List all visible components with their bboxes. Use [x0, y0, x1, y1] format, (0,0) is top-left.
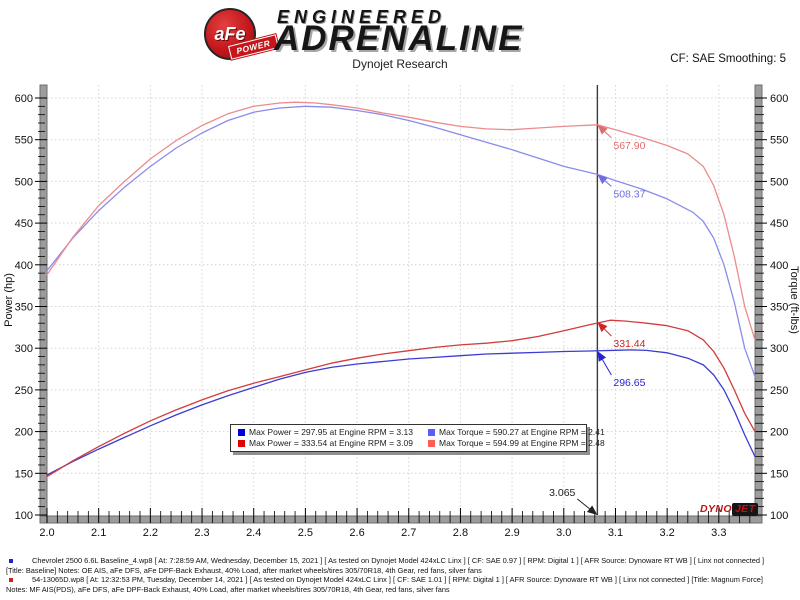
- dyno-chart-plot[interactable]: 100 100 150 150 200 200 250 250 300 300 350 350 400 4…: [0, 75, 800, 545]
- run-info-line-4: Notes: MF AIS(PDS), aFe DFS, aFe DPF-Bac…: [4, 585, 798, 595]
- legend-marker-torque-magnumforce: [428, 439, 435, 447]
- svg-text:350: 350: [15, 302, 33, 314]
- legend-marker-power-magnumforce: [238, 439, 245, 447]
- run3-bullet-icon: [9, 577, 13, 582]
- run-info-line-3: 54-13065D.wp8 [ At: 12:32:53 PM, Tuesday…: [4, 575, 798, 585]
- svg-text:2.9: 2.9: [504, 527, 519, 539]
- svg-text:400: 400: [15, 260, 33, 272]
- svg-text:508.37: 508.37: [613, 188, 645, 200]
- svg-text:150: 150: [770, 468, 788, 480]
- dynojet-logo-jet: JET: [731, 503, 759, 516]
- svg-text:3.3: 3.3: [711, 527, 726, 539]
- svg-text:450: 450: [15, 218, 33, 230]
- adrenaline-wordmark: ADRENALINE: [274, 19, 524, 58]
- run-info-text: 54-13065D.wp8 [ At: 12:32:53 PM, Tuesday…: [32, 575, 763, 585]
- svg-text:2.4: 2.4: [246, 527, 261, 539]
- legend-label: Max Torque = 594.99 at Engine RPM = 2.48: [439, 438, 605, 448]
- svg-text:300: 300: [770, 343, 788, 355]
- svg-text:2.3: 2.3: [194, 527, 209, 539]
- svg-text:250: 250: [15, 385, 33, 397]
- legend-entry-power-baseline: Max Power = 297.95 at Engine RPM = 3.13: [238, 427, 428, 437]
- svg-text:2.8: 2.8: [453, 527, 468, 539]
- dynojet-logo: DYNO JET: [700, 503, 759, 516]
- svg-text:300: 300: [15, 343, 33, 355]
- run-info: Chevrolet 2500 6.6L Baseline_4.wp8 [ At:…: [4, 556, 798, 594]
- svg-text:600: 600: [770, 93, 788, 105]
- chart-legend: Max Power = 297.95 at Engine RPM = 3.13 …: [230, 424, 605, 452]
- legend-marker-power-baseline: [238, 428, 245, 436]
- legend-entry-power-magnumforce: Max Power = 333.54 at Engine RPM = 3.09: [238, 438, 428, 448]
- svg-text:450: 450: [770, 218, 788, 230]
- svg-text:3.065: 3.065: [549, 487, 575, 499]
- svg-text:Power (hp): Power (hp): [3, 273, 15, 327]
- svg-text:200: 200: [770, 427, 788, 439]
- run1-bullet-icon: [9, 558, 13, 563]
- svg-text:Torque (ft-lbs): Torque (ft-lbs): [788, 266, 800, 334]
- svg-text:2.6: 2.6: [349, 527, 364, 539]
- smoothing-setting: CF: SAE Smoothing: 5: [670, 53, 786, 65]
- legend-marker-torque-baseline: [428, 428, 435, 436]
- legend-entry-torque-magnumforce: Max Torque = 594.99 at Engine RPM = 2.48: [428, 438, 605, 448]
- svg-text:3.1: 3.1: [608, 527, 623, 539]
- legend-label: Max Torque = 590.27 at Engine RPM = 2.41: [439, 427, 605, 437]
- svg-text:2.2: 2.2: [143, 527, 158, 539]
- svg-text:567.90: 567.90: [613, 140, 645, 152]
- svg-text:2.5: 2.5: [298, 527, 313, 539]
- svg-text:550: 550: [15, 135, 33, 147]
- svg-text:500: 500: [15, 176, 33, 188]
- chart-title: Dynojet Research: [352, 57, 448, 71]
- svg-text:2.7: 2.7: [401, 527, 416, 539]
- svg-text:2.1: 2.1: [91, 527, 106, 539]
- run-info-line-2: [Title: Baseline] Notes: OE AIS, aFe DFS…: [4, 566, 798, 576]
- svg-text:550: 550: [770, 135, 788, 147]
- run-info-text: Notes: MF AIS(PDS), aFe DFS, aFe DPF-Bac…: [6, 584, 450, 594]
- svg-text:500: 500: [770, 176, 788, 188]
- svg-text:331.44: 331.44: [613, 338, 645, 350]
- svg-text:100: 100: [15, 510, 33, 522]
- svg-text:100: 100: [770, 510, 788, 522]
- afe-logo-text: aFe: [214, 23, 246, 44]
- engineered-wordmark: ENGINEERED: [277, 7, 447, 27]
- svg-text:2.0: 2.0: [39, 527, 54, 539]
- svg-text:200: 200: [15, 427, 33, 439]
- svg-text:3.0: 3.0: [556, 527, 571, 539]
- dynojet-logo-dyno: DYNO: [700, 503, 732, 515]
- svg-text:600: 600: [15, 93, 33, 105]
- svg-text:296.65: 296.65: [613, 377, 645, 389]
- svg-text:150: 150: [15, 468, 33, 480]
- run-info-text: [Title: Baseline] Notes: OE AIS, aFe DFS…: [6, 565, 482, 575]
- svg-text:3.2: 3.2: [659, 527, 674, 539]
- svg-text:350: 350: [770, 302, 788, 314]
- legend-entry-torque-baseline: Max Torque = 590.27 at Engine RPM = 2.41: [428, 427, 605, 437]
- legend-label: Max Power = 333.54 at Engine RPM = 3.09: [249, 438, 413, 448]
- svg-text:250: 250: [770, 385, 788, 397]
- run-info-text: Chevrolet 2500 6.6L Baseline_4.wp8 [ At:…: [32, 556, 765, 565]
- legend-label: Max Power = 297.95 at Engine RPM = 3.13: [249, 427, 413, 437]
- svg-text:400: 400: [770, 260, 788, 272]
- run-info-line-1: Chevrolet 2500 6.6L Baseline_4.wp8 [ At:…: [4, 556, 798, 566]
